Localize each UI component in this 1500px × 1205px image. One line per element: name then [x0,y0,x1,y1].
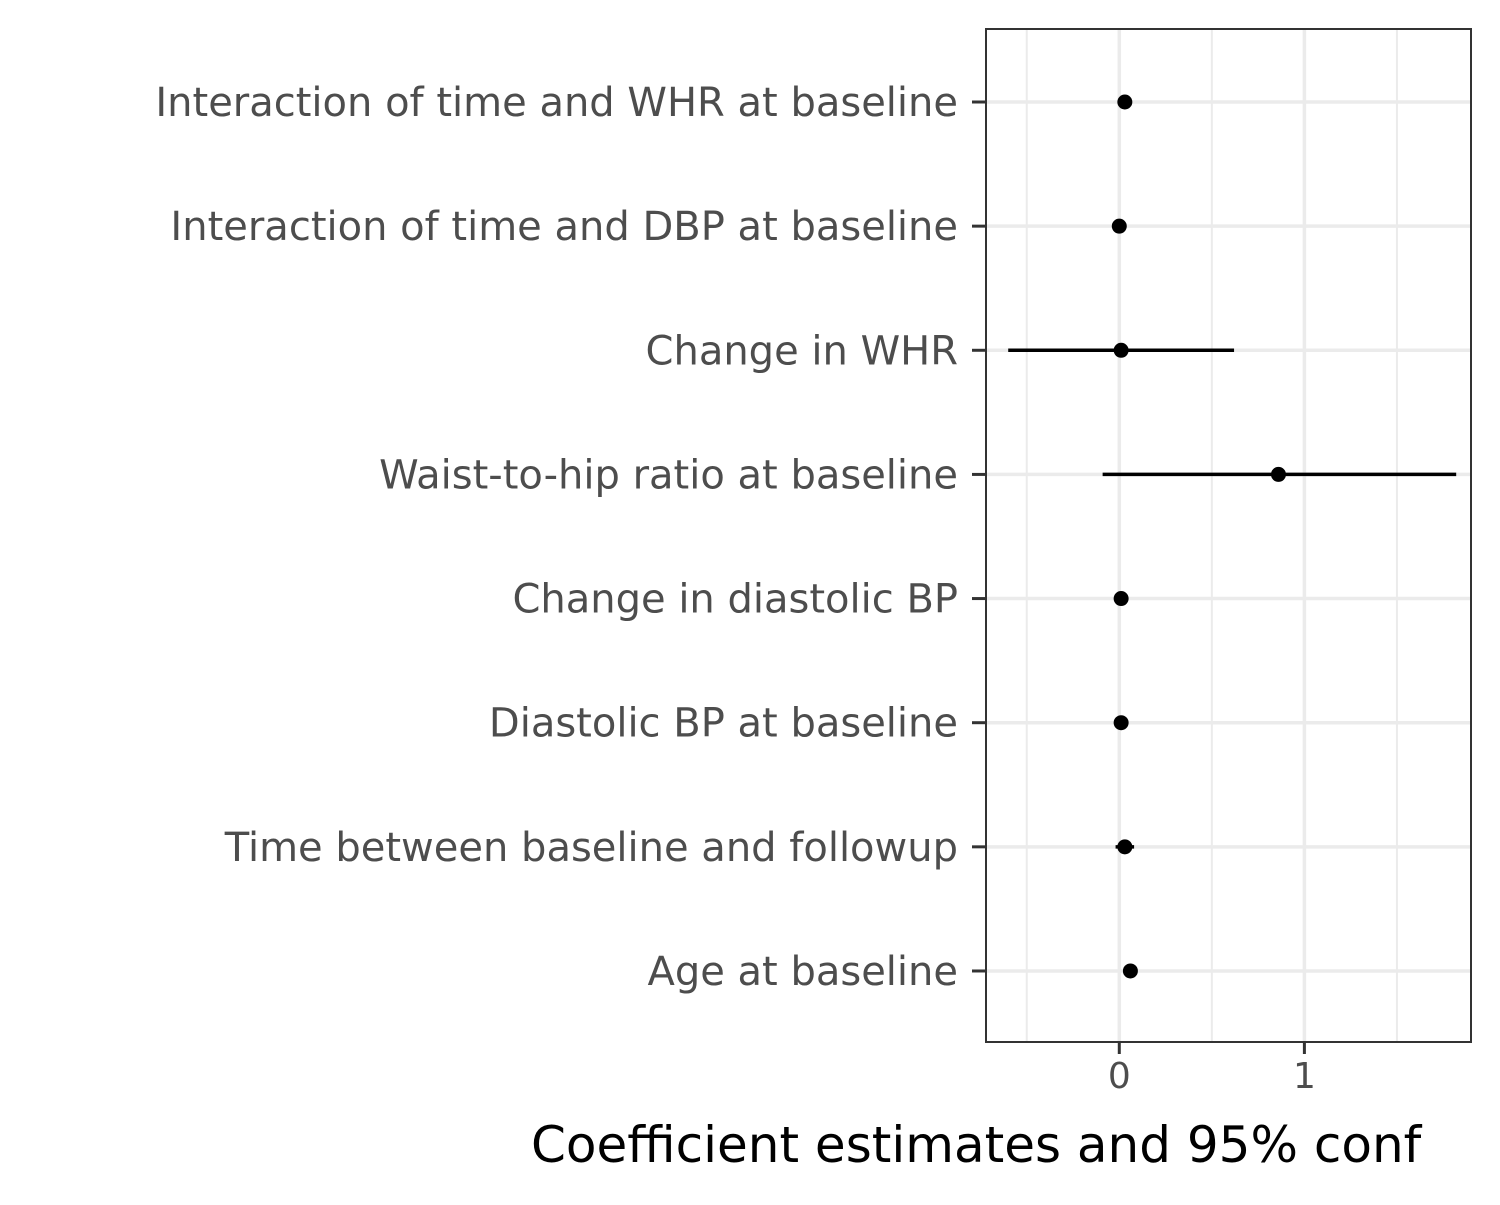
point-estimate [1113,342,1129,358]
panel-border [985,28,1472,1043]
y-tick-label: Waist-to-hip ratio at baseline [379,452,958,498]
point-estimate [1117,94,1133,110]
y-tick-label: Change in diastolic BP [512,577,958,623]
y-tick-label: Change in WHR [646,328,958,374]
x-axis-title: Coefficient estimates and 95% conf [531,1116,1423,1174]
y-tick-label: Time between baseline and followup [224,825,958,871]
point-layer [1111,94,1286,979]
y-tick-label: Interaction of time and WHR at baseline [155,80,958,126]
y-tick-label: Age at baseline [647,949,958,995]
x-tick-label: 0 [1108,1056,1131,1097]
point-estimate [1113,715,1129,731]
y-axis: Interaction of time and WHR at baseline I… [155,80,986,995]
y-tick-label: Diastolic BP at baseline [489,701,958,747]
point-estimate [1122,963,1138,979]
point-estimate [1113,591,1129,607]
point-estimate [1117,839,1133,855]
point-estimate [1270,466,1286,482]
point-estimate [1111,218,1127,234]
x-tick-label: 1 [1293,1056,1316,1097]
y-tick-label: Interaction of time and DBP at baseline [170,204,958,250]
